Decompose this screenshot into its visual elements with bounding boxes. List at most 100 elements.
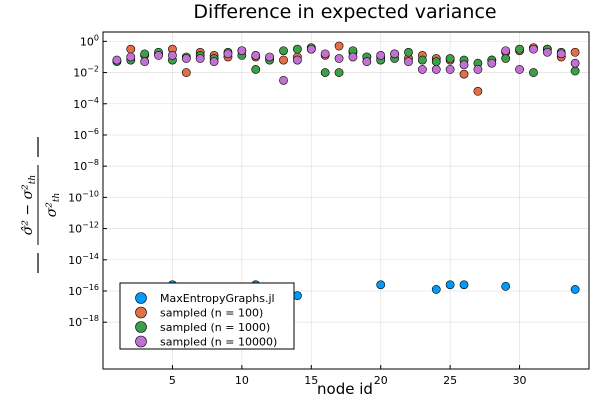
legend-marker xyxy=(135,306,147,319)
data-point xyxy=(292,55,302,65)
data-point xyxy=(376,280,386,290)
y-tick-label: 10−16 xyxy=(68,283,99,298)
data-point xyxy=(515,44,524,54)
legend-marker xyxy=(135,321,147,333)
plot-area: 5 10 15 20 25 30 100 10−2 10−4 10−6 10−8 10−10 10−1… xyxy=(68,31,590,387)
data-point xyxy=(251,51,261,60)
data-point xyxy=(431,57,441,67)
legend-label: sampled (n = 10000) xyxy=(160,336,277,349)
x-tick-label: 30 xyxy=(513,374,527,387)
data-point xyxy=(168,51,177,60)
data-point xyxy=(334,54,344,63)
data-point xyxy=(417,65,427,74)
y-tick-label: 10−8 xyxy=(73,158,99,173)
data-point xyxy=(404,57,413,67)
legend-label: sampled (n = 100) xyxy=(160,307,263,320)
data-point xyxy=(348,52,358,62)
x-tick-label: 15 xyxy=(304,374,318,387)
plot-frame xyxy=(102,31,590,370)
data-point xyxy=(237,46,247,56)
legend-label: MaxEntropyGraphs.jl xyxy=(160,292,275,305)
data-point xyxy=(570,66,580,76)
y-tick-label: 10−2 xyxy=(73,65,99,80)
data-point xyxy=(195,54,205,63)
data-point xyxy=(459,280,469,290)
grid-lines xyxy=(103,32,589,369)
data-point xyxy=(473,65,483,74)
data-point xyxy=(376,51,386,60)
data-point xyxy=(223,49,233,59)
data-point xyxy=(459,60,469,70)
data-point xyxy=(445,65,455,74)
series-4 xyxy=(112,44,580,85)
legend-marker xyxy=(135,292,147,304)
data-point xyxy=(181,54,191,63)
data-point xyxy=(417,55,427,65)
data-point xyxy=(251,65,261,74)
y-label-fraction: σ̂² − σ²th σ²th xyxy=(20,165,62,245)
legend-box xyxy=(119,282,295,350)
data-point xyxy=(320,68,330,77)
data-point xyxy=(292,44,302,54)
data-point xyxy=(501,46,511,56)
data-point xyxy=(126,44,136,54)
data-point xyxy=(473,86,483,96)
data-point xyxy=(529,44,538,54)
data-point xyxy=(320,49,330,59)
data-point xyxy=(431,65,441,74)
x-tick-label: 10 xyxy=(235,374,249,387)
data-point xyxy=(126,52,136,62)
y-label-denominator: σ²th xyxy=(44,193,62,218)
data-point xyxy=(334,41,344,51)
data-point xyxy=(487,58,497,68)
data-point xyxy=(292,291,302,301)
data-point xyxy=(140,49,150,59)
data-point xyxy=(570,58,580,68)
data-point xyxy=(501,281,511,291)
data-point xyxy=(265,52,275,62)
y-tick-label: 100 xyxy=(80,33,99,48)
data-point xyxy=(334,68,344,77)
data-point xyxy=(445,280,455,290)
data-point xyxy=(570,285,580,294)
data-point xyxy=(140,57,150,67)
data-point xyxy=(181,68,191,77)
data-point xyxy=(306,44,316,54)
y-tick-label: 10−4 xyxy=(73,96,99,111)
y-tick-label: 10−10 xyxy=(68,189,99,204)
data-point xyxy=(404,47,413,57)
legend-label: sampled (n = 1000) xyxy=(160,321,270,334)
data-point xyxy=(515,65,524,74)
data-point xyxy=(556,49,566,59)
y-tick-label: 10−6 xyxy=(73,127,99,142)
chart-title: Difference in expected variance xyxy=(193,1,496,23)
y-label-numerator: σ̂² − σ²th xyxy=(20,175,38,235)
data-point xyxy=(529,68,538,77)
x-tick-label: 20 xyxy=(374,374,388,387)
data-point xyxy=(279,75,288,85)
data-point xyxy=(542,47,552,57)
points-layer xyxy=(112,41,580,301)
data-point xyxy=(445,54,455,63)
data-point xyxy=(154,51,163,60)
data-point xyxy=(431,285,441,294)
legend-marker xyxy=(135,335,147,348)
data-point xyxy=(279,46,288,56)
x-tick-label: 25 xyxy=(443,374,457,387)
y-axis-label: σ̂² − σ²th σ²th xyxy=(20,137,62,273)
data-point xyxy=(501,54,511,63)
data-point xyxy=(570,47,580,57)
data-point xyxy=(112,55,122,65)
data-point xyxy=(390,49,399,59)
data-point xyxy=(459,69,469,79)
data-point xyxy=(362,57,372,67)
data-point xyxy=(209,57,219,67)
data-point xyxy=(279,55,288,65)
x-tick-label: 5 xyxy=(169,374,176,387)
x-axis-ticks: 5 10 15 20 25 30 xyxy=(169,365,527,387)
y-tick-label: 10−14 xyxy=(68,252,99,267)
x-axis-label: node id xyxy=(317,380,373,398)
